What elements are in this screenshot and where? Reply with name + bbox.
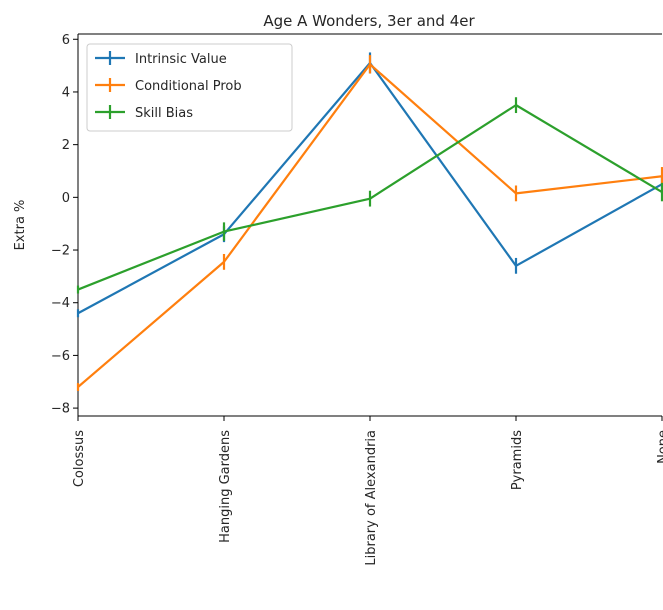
y-tick-label: 2 — [62, 138, 70, 153]
x-tick-label: Hanging Gardens — [218, 430, 233, 543]
x-tick-label: Pyramids — [510, 430, 525, 490]
legend-box — [86, 43, 293, 132]
y-tick-label: −8 — [51, 402, 70, 417]
y-tick-label: −4 — [51, 296, 70, 311]
legend-label: Skill Bias — [135, 106, 193, 121]
y-tick-label: −6 — [51, 349, 70, 364]
x-tick-label: Library of Alexandria — [364, 430, 379, 566]
y-tick-label: −2 — [51, 244, 70, 259]
y-tick-label: 0 — [62, 191, 70, 206]
y-tick-label: 4 — [62, 85, 70, 100]
y-tick-label: 6 — [62, 33, 70, 48]
y-axis-label: Extra % — [13, 200, 28, 251]
legend-label: Intrinsic Value — [135, 52, 227, 67]
chart-title: Age A Wonders, 3er and 4er — [263, 12, 475, 30]
legend-label: Conditional Prob — [135, 79, 242, 94]
plot-area: −8 −6 −4 −2 0 2 4 6 Colossus Hanging Gardens Libra… — [51, 33, 663, 566]
x-tick-label: None — [656, 430, 663, 464]
x-tick-label: Colossus — [72, 430, 87, 487]
legend: Intrinsic Value Conditional Prob Skill Bia… — [86, 43, 293, 132]
